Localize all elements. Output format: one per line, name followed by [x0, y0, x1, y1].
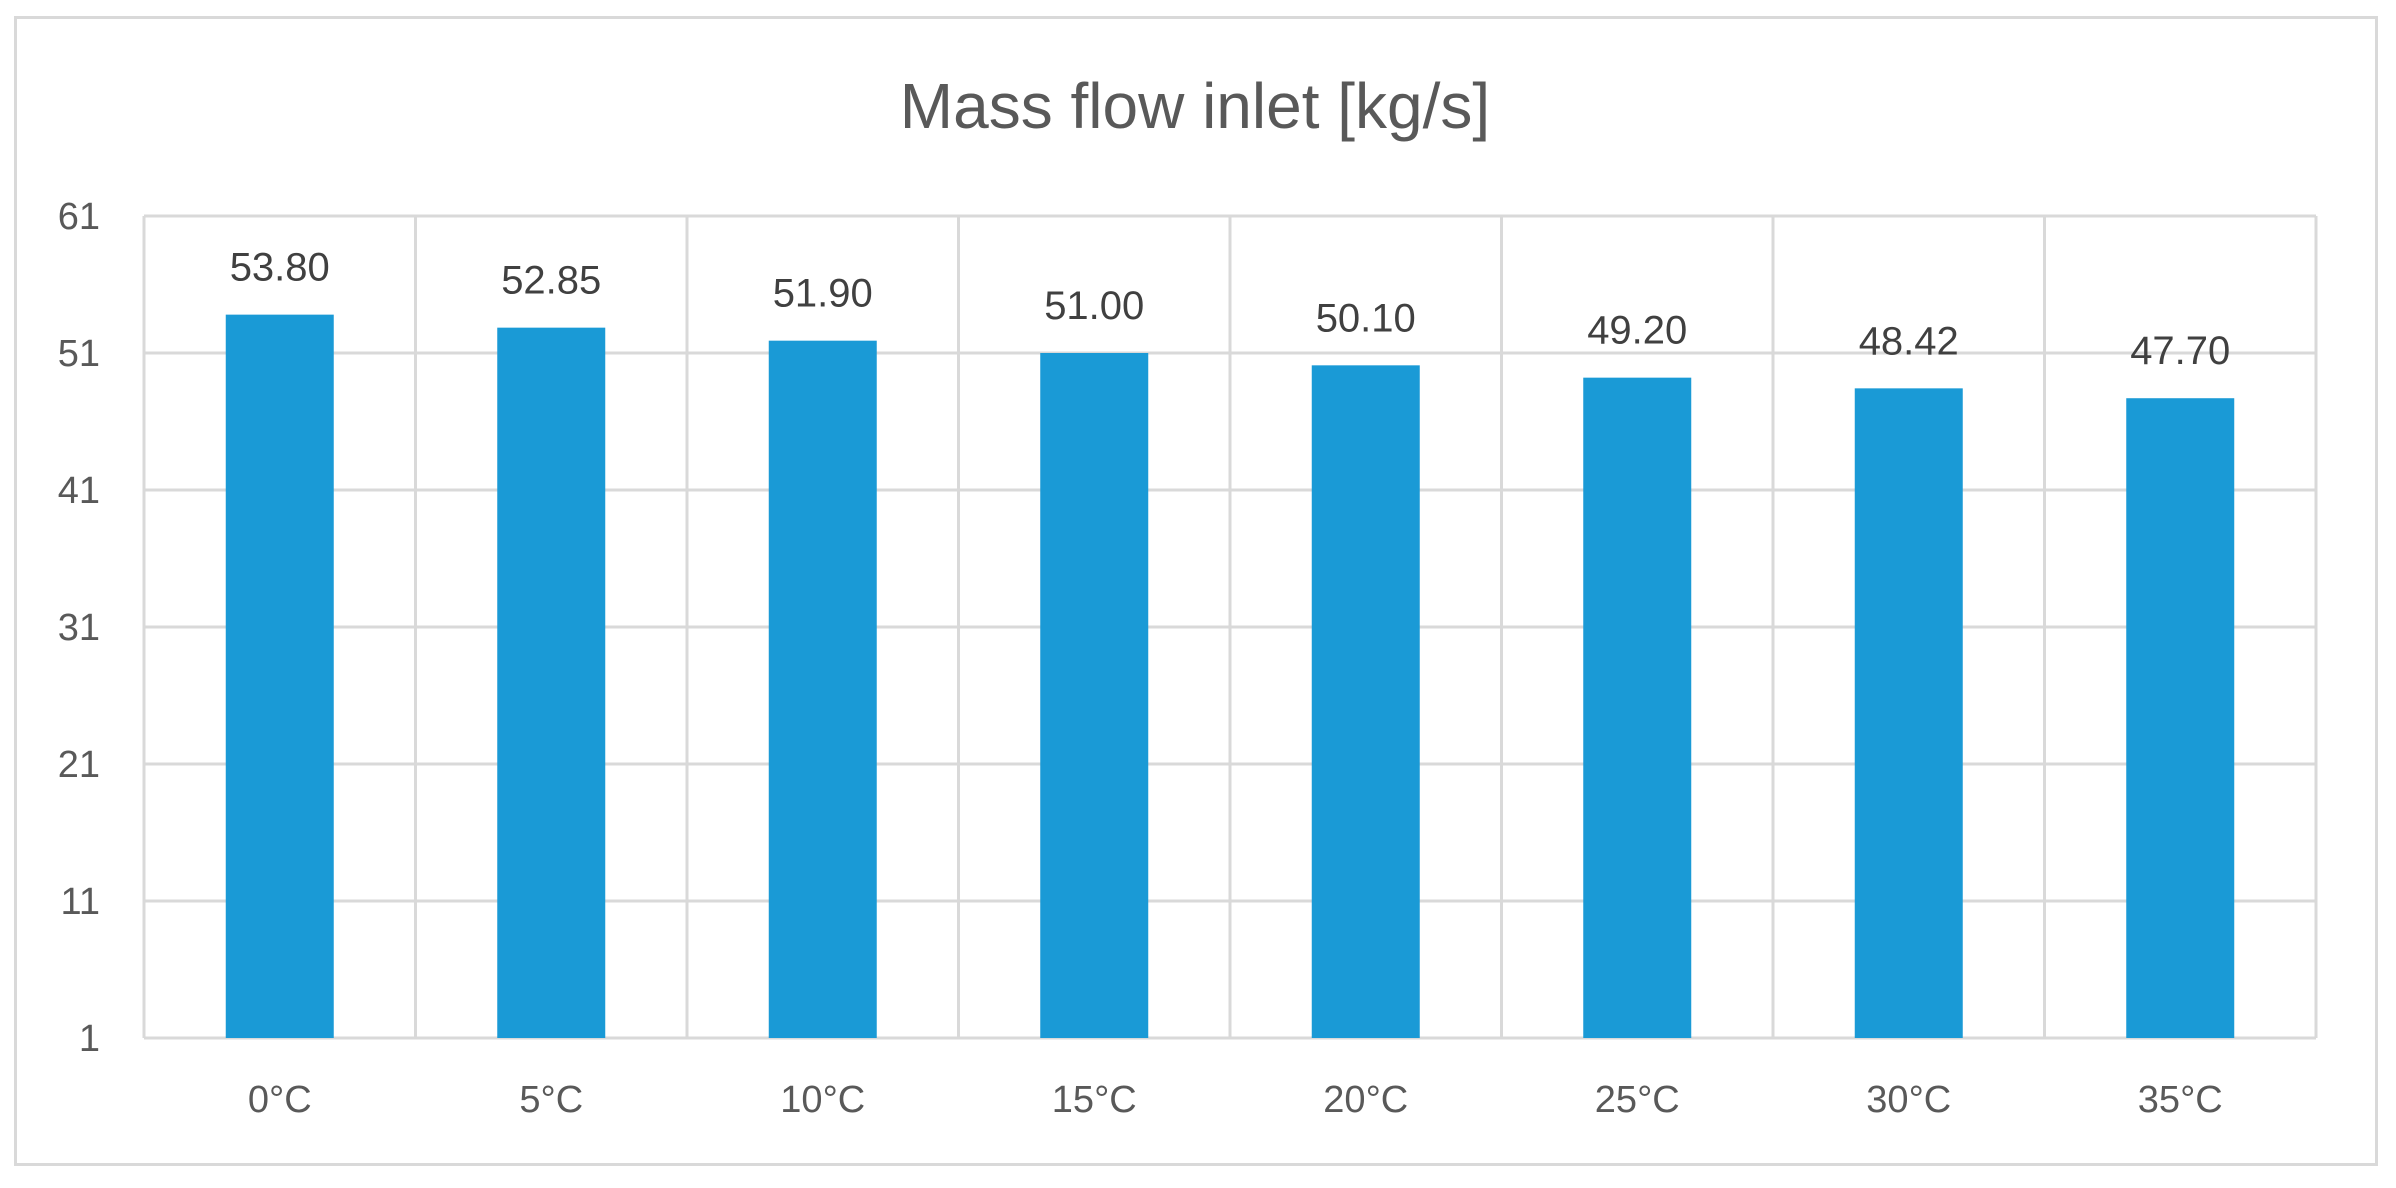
data-label: 51.90: [773, 272, 873, 316]
bar: [1854, 388, 1963, 1038]
y-tick-label: 41: [58, 470, 100, 512]
data-label: 48.42: [1859, 319, 1959, 363]
data-label: 52.85: [501, 259, 601, 303]
bar: [1040, 353, 1149, 1038]
chart-title: Mass flow inlet [kg/s]: [900, 70, 1490, 142]
y-tick-label: 51: [58, 333, 100, 375]
x-tick-label: 20°C: [1323, 1079, 1408, 1121]
x-tick-label: 25°C: [1595, 1079, 1680, 1121]
data-label: 50.10: [1316, 296, 1416, 340]
x-tick-label: 30°C: [1866, 1079, 1951, 1121]
chart-frame: [14, 16, 2378, 1166]
data-label: 47.70: [2130, 329, 2230, 373]
bar: [497, 327, 606, 1038]
y-tick-label: 21: [58, 744, 100, 786]
x-tick-label: 15°C: [1052, 1079, 1137, 1121]
bar: [2126, 398, 2235, 1039]
bar: [225, 314, 334, 1038]
x-axis-ticks: 0°C 5°C 10°C 15°C 20°C 25°C 30°C 35°C: [248, 1079, 2223, 1121]
bar: [768, 340, 877, 1038]
data-label: 49.20: [1587, 309, 1687, 353]
y-tick-label: 11: [61, 881, 100, 923]
data-labels: 53.80 52.85 51.90 51.00 50.10 49.20 48.42 47.70: [230, 246, 2231, 374]
data-label: 51.00: [1044, 284, 1144, 328]
x-tick-label: 0°C: [248, 1079, 312, 1121]
data-label: 53.80: [230, 246, 330, 290]
x-tick-label: 10°C: [780, 1079, 865, 1121]
bar: [1583, 377, 1692, 1038]
bars: [225, 314, 2235, 1039]
y-tick-label: 1: [79, 1018, 100, 1060]
y-tick-label: 61: [58, 196, 100, 238]
x-tick-label: 35°C: [2138, 1079, 2223, 1121]
y-tick-label: 31: [58, 607, 100, 649]
x-tick-label: 5°C: [519, 1079, 583, 1121]
bar: [1311, 365, 1420, 1039]
gridlines: [142, 214, 2318, 1040]
